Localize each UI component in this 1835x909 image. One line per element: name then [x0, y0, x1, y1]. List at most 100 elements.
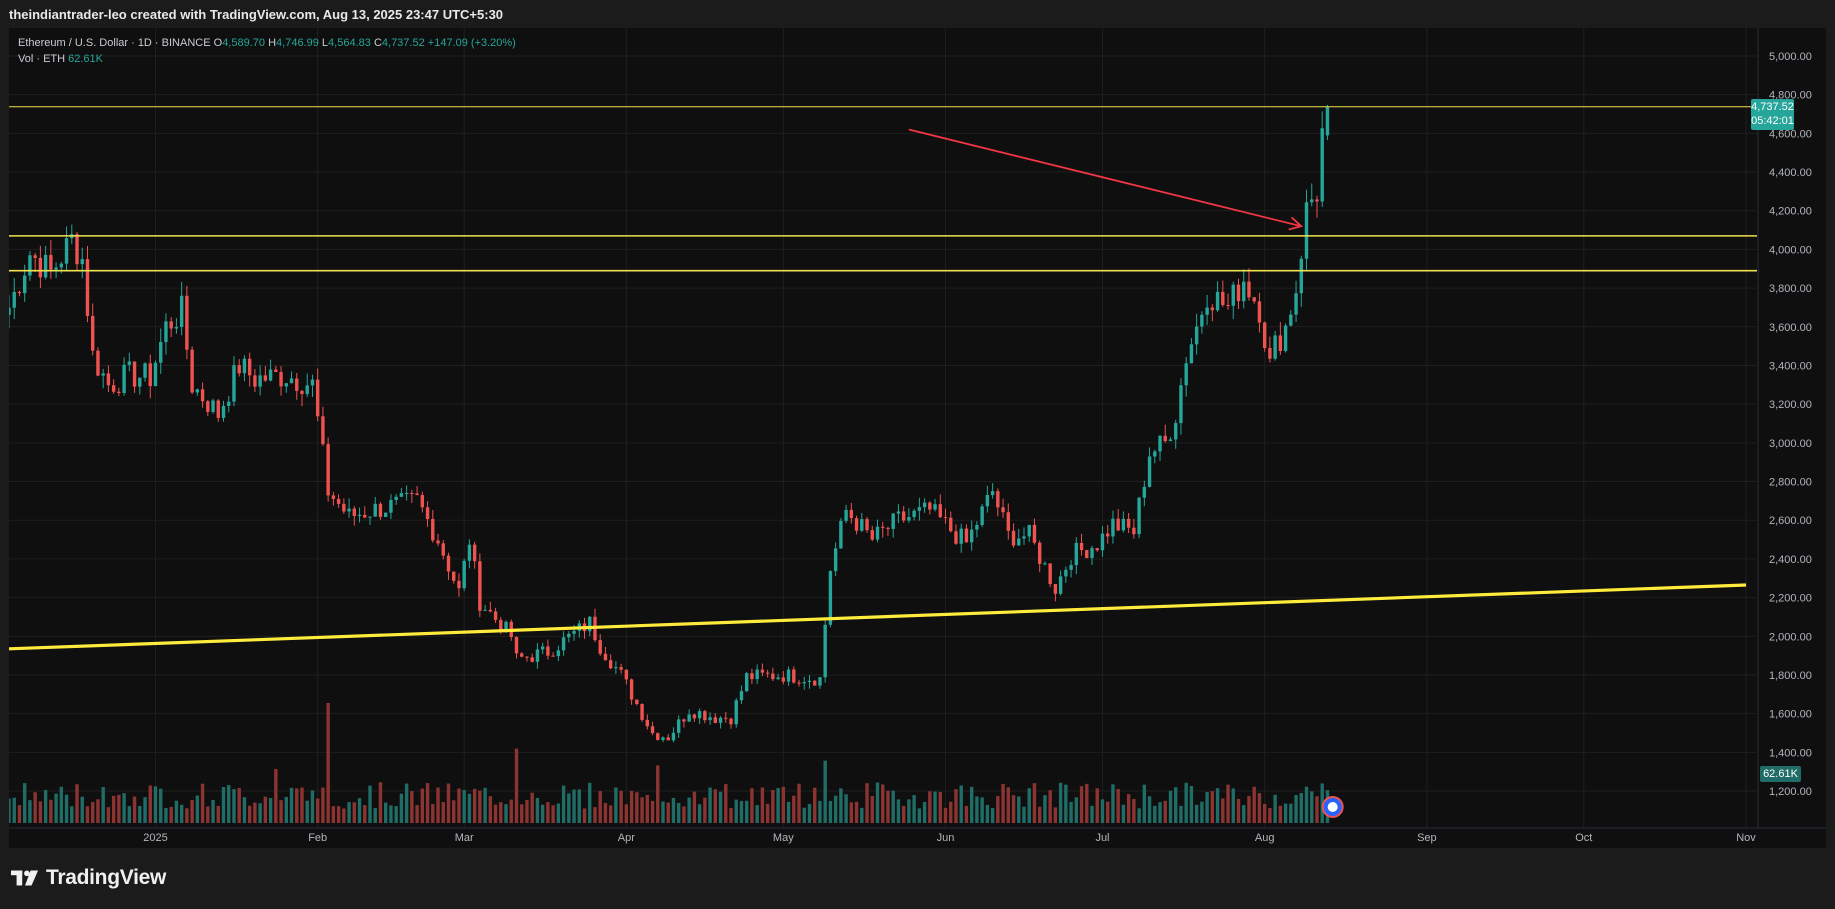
- candle-body: [389, 500, 393, 513]
- candle-body: [383, 512, 388, 517]
- candle-body: [614, 667, 618, 669]
- volume-bar: [1283, 803, 1288, 823]
- candle-body: [713, 717, 718, 723]
- volume-bar: [1158, 802, 1162, 823]
- volume-bar: [1231, 788, 1235, 823]
- candle-body: [792, 669, 796, 683]
- candle-body: [200, 389, 205, 402]
- volume-bar: [1268, 808, 1272, 823]
- footer-bar: [0, 850, 1835, 909]
- candle-body: [818, 677, 822, 686]
- candle-body: [1304, 202, 1309, 259]
- high-value: 4,746.99: [276, 37, 319, 49]
- candle-body: [268, 369, 273, 381]
- candle-body: [143, 363, 147, 378]
- candle-body: [1189, 344, 1194, 364]
- volume-bar: [713, 789, 718, 823]
- candle-body: [179, 295, 184, 327]
- volume-bar: [436, 787, 440, 823]
- candle-body: [174, 326, 179, 329]
- candle-body: [326, 444, 330, 496]
- candle-body: [708, 717, 712, 721]
- chart-panel[interactable]: 5,000.00 4,800.00 4,600.00 4,400.00 4,200.00…: [9, 28, 1826, 848]
- volume-bar: [886, 790, 890, 823]
- volume-bar: [839, 788, 843, 823]
- symbol-label: Ethereum / U.S. Dollar · 1D · BINANCE: [18, 37, 211, 49]
- volume-bar: [185, 808, 189, 823]
- volume-bar: [786, 801, 791, 823]
- volume-bar: [608, 805, 613, 823]
- volume-bar: [860, 807, 864, 823]
- volume-bar: [127, 806, 132, 823]
- candle-body: [619, 667, 623, 670]
- volume-bar: [1257, 793, 1262, 823]
- volume-bar: [404, 783, 409, 823]
- price-chart[interactable]: 5,000.00 4,800.00 4,600.00 4,400.00 4,200.00…: [9, 28, 1826, 848]
- volume-bar: [22, 783, 27, 823]
- volume-bar: [1106, 801, 1110, 823]
- candle-body: [1011, 530, 1016, 546]
- candle-body: [305, 385, 309, 395]
- volume-bar: [1315, 796, 1319, 823]
- candle-body: [1100, 533, 1105, 551]
- volume-bar: [54, 793, 58, 823]
- candle-body: [556, 650, 561, 657]
- volume-bar: [535, 797, 540, 823]
- candle-body: [980, 506, 984, 525]
- time-axis-tick: 2025: [143, 832, 167, 844]
- candle-body: [1116, 518, 1120, 531]
- candle-body: [854, 518, 859, 531]
- candle-body: [279, 371, 283, 387]
- volume-bar: [964, 805, 969, 823]
- candle-body: [394, 496, 398, 501]
- candle-body: [28, 255, 32, 276]
- volume-bar: [985, 804, 990, 823]
- candle-body: [1032, 524, 1037, 543]
- volume-bar: [1090, 805, 1094, 823]
- volume-bar: [237, 787, 241, 823]
- volume-bar: [347, 802, 351, 823]
- price-axis-tick: 2,000.00: [1769, 631, 1812, 643]
- candle-body: [1142, 486, 1147, 498]
- candle-body: [1210, 307, 1215, 311]
- candle-body: [650, 726, 655, 734]
- price-axis-tick: 3,800.00: [1769, 283, 1812, 295]
- candle-body: [922, 502, 927, 508]
- candle-body: [676, 719, 681, 733]
- candle-body: [436, 540, 440, 544]
- volume-bar: [624, 804, 629, 823]
- price-axis-tick: 4,200.00: [1769, 206, 1812, 218]
- price-axis-tick: 4,600.00: [1769, 128, 1812, 140]
- candle-body: [645, 719, 649, 727]
- tradingview-brand[interactable]: TradingView: [11, 866, 166, 890]
- volume-bar: [760, 787, 765, 823]
- candle-body: [1163, 435, 1167, 442]
- volume-bar: [849, 802, 854, 823]
- volume-bar: [33, 792, 37, 823]
- volume-bar: [687, 797, 691, 823]
- volume-bar: [164, 808, 168, 823]
- candle-body: [661, 737, 665, 740]
- candle-body: [22, 275, 27, 294]
- candle-body: [404, 493, 409, 495]
- volume-bar: [520, 804, 524, 823]
- volume-bar: [38, 801, 43, 823]
- candle-body: [336, 498, 341, 504]
- price-axis-tick: 3,000.00: [1769, 438, 1812, 450]
- volume-bar: [1174, 787, 1178, 823]
- volume-bar: [1137, 808, 1141, 823]
- volume-bar: [1299, 793, 1303, 823]
- brand-name: TradingView: [46, 866, 167, 889]
- volume-bar: [1032, 783, 1037, 823]
- volume-bar: [645, 794, 649, 823]
- candle-body: [169, 321, 173, 329]
- volume-bar: [818, 800, 822, 823]
- volume-bar: [603, 802, 608, 823]
- volume-bar: [1210, 791, 1215, 823]
- volume-bar: [1247, 795, 1251, 823]
- candle-body: [891, 513, 895, 529]
- candle-body: [1064, 569, 1068, 577]
- candle-body: [132, 361, 137, 387]
- volume-bar: [159, 788, 163, 823]
- candle-body: [9, 307, 11, 315]
